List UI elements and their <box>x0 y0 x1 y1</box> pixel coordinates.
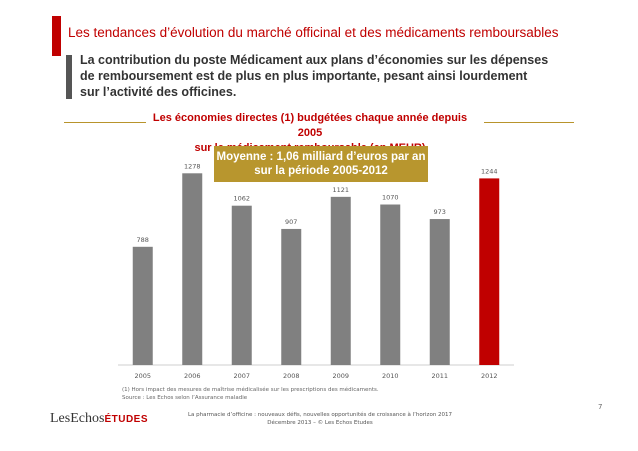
bar-2012 <box>479 178 500 365</box>
x-tick-2009: 2009 <box>332 372 349 380</box>
x-tick-2011: 2011 <box>431 372 448 380</box>
chart-title-line-1: Les économies directes (1) budgétées cha… <box>152 112 468 139</box>
footer-line-2: Décembre 2013 – © Les Echos Etudes <box>267 420 373 426</box>
x-tick-2010: 2010 <box>382 372 399 380</box>
bars-group: 788 2005 1278 2006 1062 2007 907 2008 1121 2009 10… <box>132 162 500 380</box>
les-echos-logo: LesEchosÉTUDES <box>50 411 148 427</box>
footer-line-1: La pharmacie d’officine : nouveaux défis… <box>187 412 453 418</box>
x-tick-2012: 2012 <box>481 372 498 380</box>
logo-suffix: ÉTUDES <box>104 414 148 425</box>
title-rule-left <box>64 122 146 123</box>
footnote: (1) Hors impact des mesures de maîtrise … <box>122 386 379 402</box>
subtitle-line-3: sur l’activité des officines. <box>80 85 237 99</box>
bar-2010 <box>380 204 401 365</box>
average-callout: Moyenne : 1,06 milliard d’euros par an s… <box>214 146 428 182</box>
average-line-1: Moyenne : 1,06 milliard d’euros par an <box>216 151 426 163</box>
subtitle-line-2: de remboursement est de plus en plus imp… <box>80 69 528 83</box>
value-label-2012: 1244 <box>481 167 498 175</box>
value-label-2009: 1121 <box>332 186 349 194</box>
bar-2011 <box>429 219 450 365</box>
x-tick-2005: 2005 <box>134 372 151 380</box>
bar-2006 <box>182 173 203 365</box>
bar-2008 <box>281 228 302 365</box>
x-tick-2007: 2007 <box>233 372 250 380</box>
footer: La pharmacie d’officine : nouveaux défis… <box>170 411 470 427</box>
value-label-2007: 1062 <box>233 195 250 203</box>
x-tick-2006: 2006 <box>184 372 201 380</box>
title-rule-right <box>484 122 574 123</box>
subtitle-accent-bar <box>66 55 72 99</box>
slide-subtitle: La contribution du poste Médicament aux … <box>80 52 600 100</box>
header-accent-bar <box>52 16 61 56</box>
value-label-2005: 788 <box>137 236 149 244</box>
page-number: 7 <box>598 403 603 411</box>
value-label-2011: 973 <box>434 208 446 216</box>
value-label-2008: 907 <box>285 218 297 226</box>
average-line-2: sur la période 2005-2012 <box>254 165 388 177</box>
footnote-source: Source : Les Echos selon l’Assurance mal… <box>122 395 248 401</box>
bar-2009 <box>330 196 351 365</box>
value-label-2010: 1070 <box>382 194 399 202</box>
bar-2005 <box>132 246 153 365</box>
x-tick-2008: 2008 <box>283 372 300 380</box>
footnote-line-1: (1) Hors impact des mesures de maîtrise … <box>122 387 379 393</box>
logo-text: LesEchos <box>50 411 105 426</box>
value-label-2006: 1278 <box>184 162 201 170</box>
subtitle-line-1: La contribution du poste Médicament aux … <box>80 53 549 67</box>
slide-title: Les tendances d’évolution du marché offi… <box>68 25 559 40</box>
bar-2007 <box>231 205 252 365</box>
